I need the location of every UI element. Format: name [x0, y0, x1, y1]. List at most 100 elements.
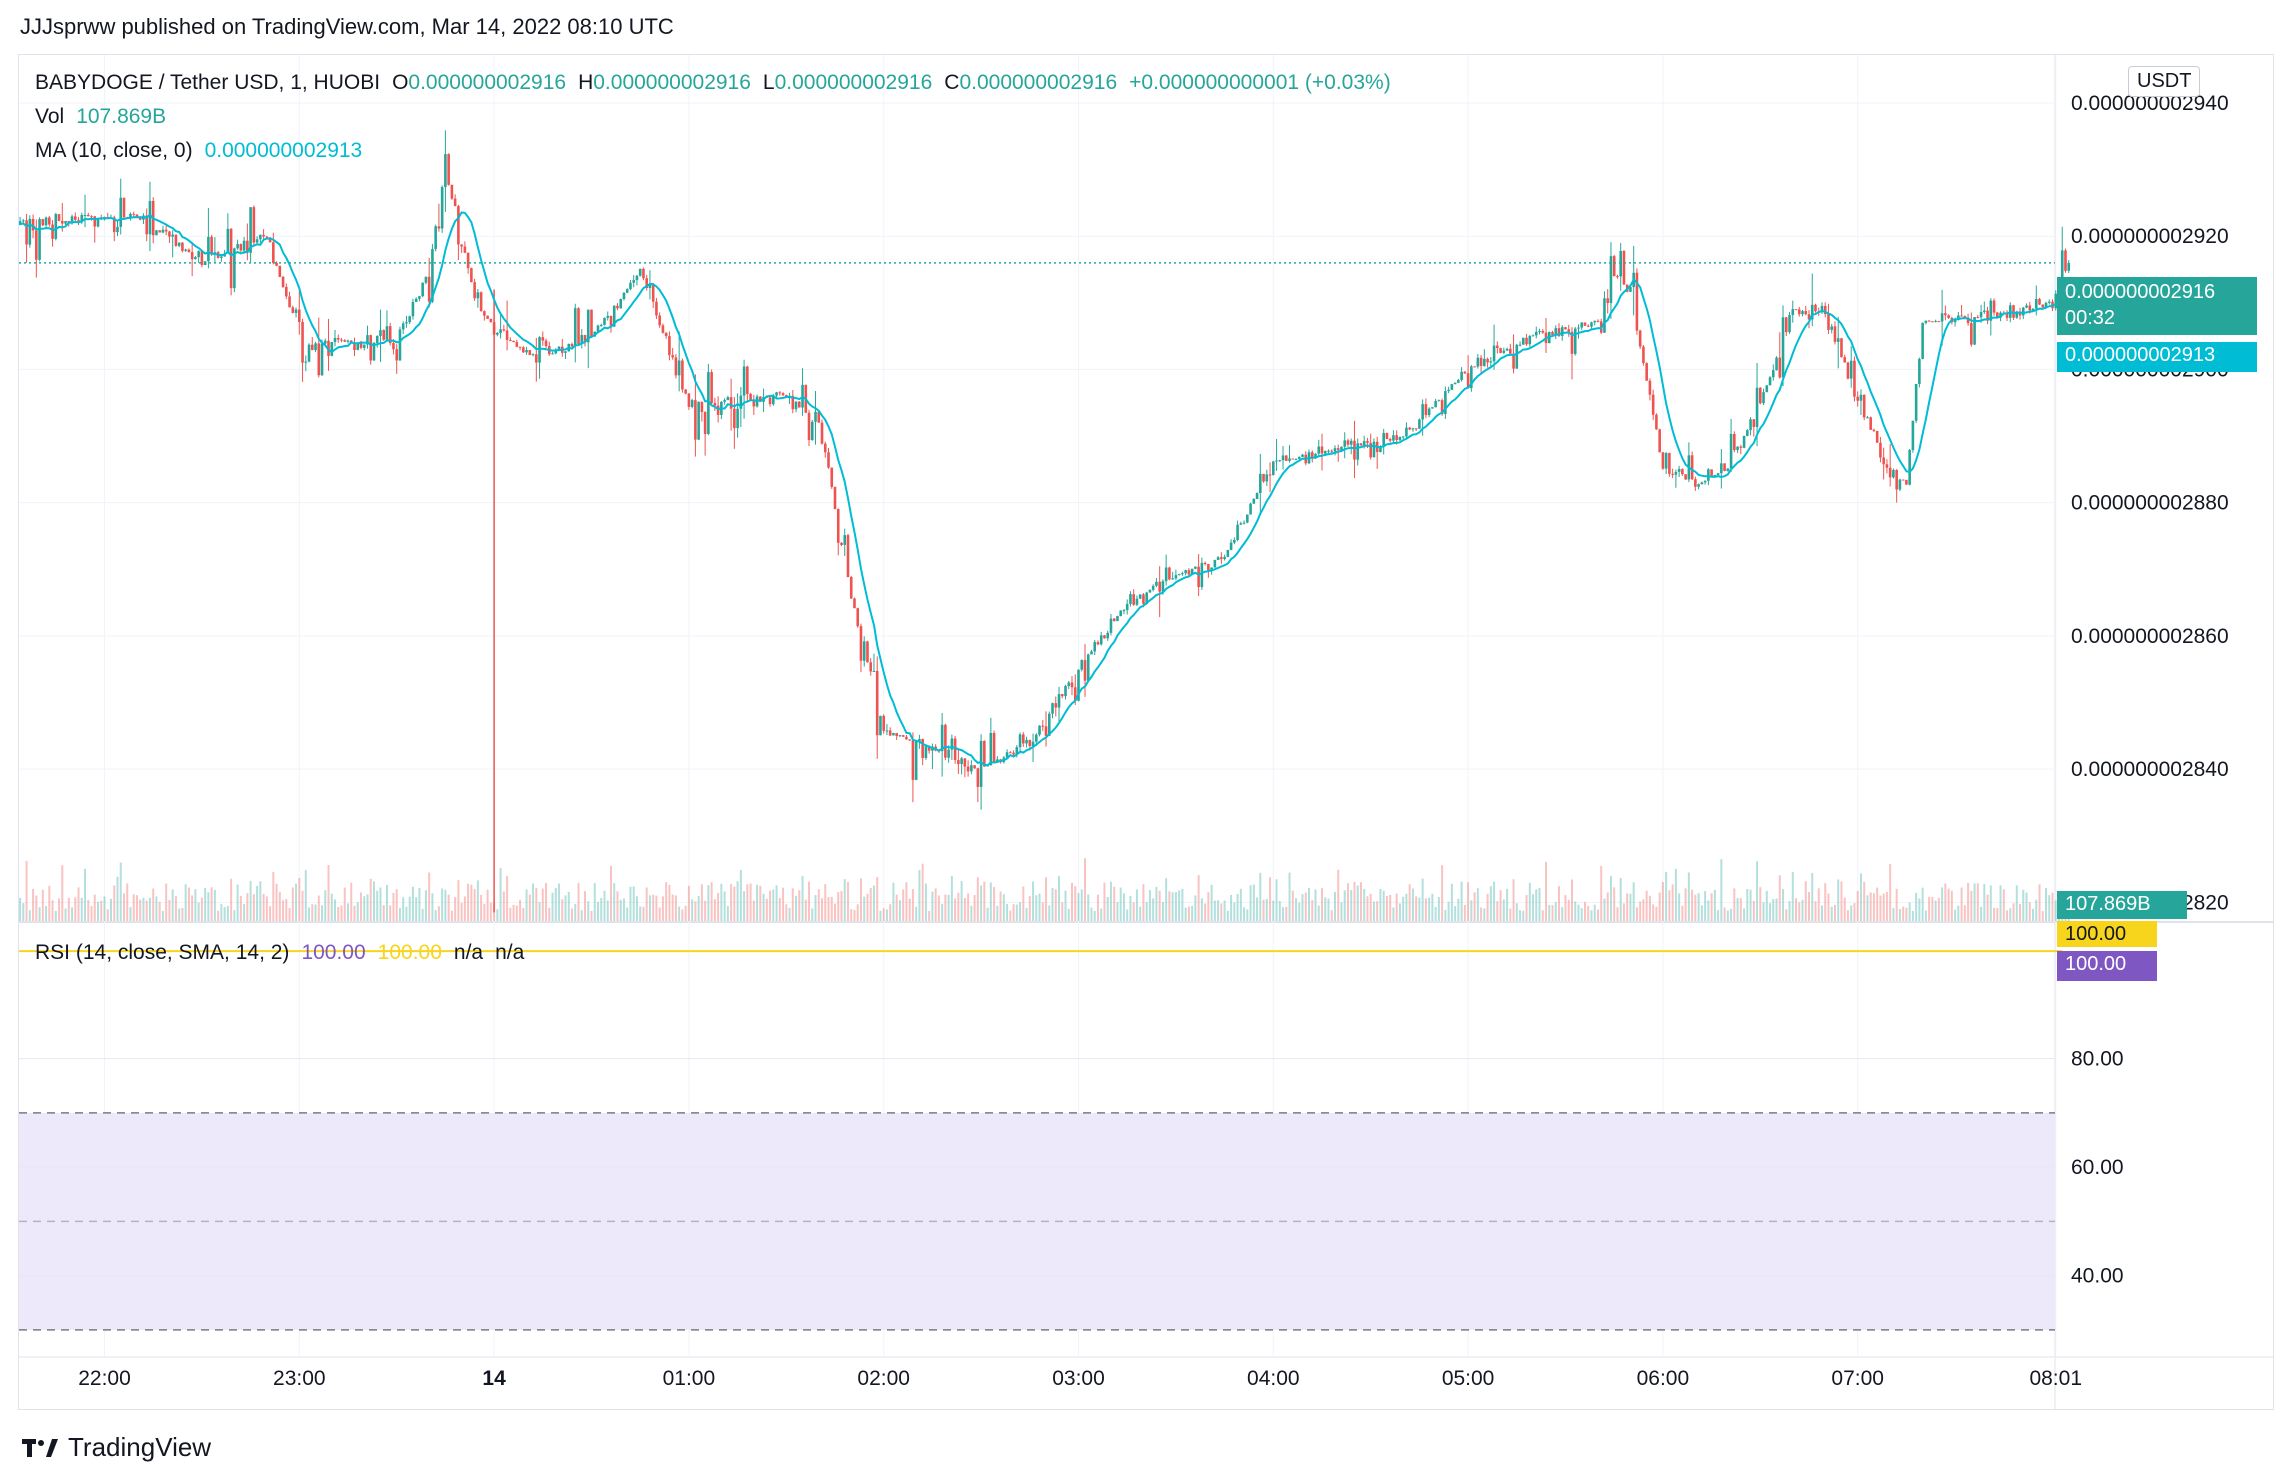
candle-body — [1869, 417, 1872, 430]
candle-body — [1707, 469, 1710, 481]
candle-body — [2021, 307, 2025, 316]
rsi-tag: 100.00 — [2057, 951, 2157, 981]
volume-bar — [1493, 881, 1496, 921]
volume-bar — [782, 887, 785, 921]
volume-bar — [1463, 904, 1466, 921]
volume-bar — [61, 865, 64, 921]
candle-body — [1132, 594, 1135, 605]
candle-body — [1411, 428, 1415, 430]
brand-name: TradingView — [68, 1432, 212, 1462]
volume-bar — [1639, 901, 1642, 921]
candle-body — [2041, 304, 2045, 308]
candle-body — [2025, 305, 2028, 308]
volume-bar — [1804, 881, 1807, 921]
volume-bar — [473, 889, 476, 921]
volume-bar — [1483, 908, 1486, 921]
candle-body — [713, 402, 717, 406]
volume-bar — [1691, 889, 1694, 921]
candle-body — [1996, 312, 1999, 318]
volume-bar — [1739, 898, 1742, 921]
volume-bar — [1340, 902, 1343, 921]
candle-body — [1168, 567, 1171, 580]
volume-bar — [1687, 872, 1690, 921]
volume-bar — [80, 897, 83, 921]
candle-body — [168, 231, 171, 237]
volume-bar — [233, 910, 236, 921]
volume-bar — [1418, 897, 1421, 921]
volume-bar — [2012, 903, 2015, 921]
candle-body — [1499, 347, 1502, 353]
volume-bar — [1262, 899, 1265, 921]
candle-body — [538, 337, 541, 363]
candle-body — [603, 317, 606, 325]
candle-body — [1148, 589, 1152, 593]
candle-body — [785, 395, 788, 397]
volume-bar — [476, 880, 479, 921]
candle-body — [174, 234, 178, 246]
candle-body — [1853, 360, 1856, 397]
candle-body — [590, 309, 593, 337]
volume-bar — [1564, 894, 1567, 921]
volume-bar — [1574, 901, 1577, 921]
volume-bar — [1275, 879, 1278, 921]
volume-bar — [580, 910, 583, 921]
volume-bar — [1012, 904, 1015, 921]
volume-bar — [1398, 903, 1401, 921]
candle-body — [895, 733, 898, 737]
candle-body — [1979, 312, 1983, 318]
candle-body — [1323, 450, 1327, 454]
volume-bar — [1437, 897, 1440, 921]
time-tick-label: 22:00 — [78, 1367, 131, 1390]
volume-bar — [671, 894, 674, 921]
volume-bar — [90, 905, 93, 921]
volume-bar — [1931, 896, 1934, 921]
volume-bar — [304, 870, 307, 921]
chart-canvas[interactable]: 22:00 23:00 14 01:00 02:00 03:00 04:00 05:00 06:… — [19, 55, 2273, 1409]
candle-body — [927, 746, 931, 751]
volume-bar — [571, 908, 574, 921]
volume-bar — [93, 894, 96, 921]
volume-bar — [191, 895, 194, 921]
volume-bar — [934, 888, 937, 921]
volume-bar — [1333, 891, 1336, 921]
time-tick-label: 01:00 — [663, 1367, 716, 1390]
volume-bar — [2038, 884, 2041, 921]
candle-body — [1564, 327, 1567, 330]
price-tick-label: 0.000000002860 — [2071, 625, 2229, 648]
candle-body — [1233, 539, 1236, 543]
volume-bar — [2028, 902, 2031, 921]
candle-body — [1642, 346, 1645, 364]
volume-bar — [1330, 910, 1333, 921]
candle-body — [1820, 305, 1824, 312]
volume-bar — [1282, 907, 1285, 921]
candle-body — [1840, 338, 1843, 358]
volume-bar — [752, 900, 755, 921]
volume-bar — [415, 897, 418, 921]
price-tick-label: 0.000000002940 — [2071, 92, 2229, 115]
chart-frame[interactable]: 22:00 23:00 14 01:00 02:00 03:00 04:00 05:00 06:… — [18, 54, 2274, 1410]
candle-body — [177, 242, 181, 246]
candle-body — [1509, 348, 1512, 354]
candle-body — [1729, 433, 1733, 469]
candle-body — [1661, 452, 1665, 469]
volume-bar — [1343, 890, 1346, 921]
candle-body — [28, 218, 32, 245]
volume-bar — [1840, 881, 1843, 921]
currency-button[interactable]: USDT — [2128, 66, 2201, 97]
candle-body — [1213, 559, 1217, 568]
volume-bar — [1609, 875, 1612, 921]
volume-bar — [408, 896, 411, 921]
volume-bar — [450, 910, 453, 921]
candle-body — [707, 372, 710, 434]
candle-body — [1453, 382, 1457, 385]
volume-bar — [1096, 894, 1099, 921]
time-tick-label: 06:00 — [1637, 1367, 1690, 1390]
candle-body — [401, 323, 405, 330]
candle-body — [440, 187, 444, 229]
candle-body — [1960, 315, 1963, 317]
candle-body — [1567, 329, 1571, 332]
volume-bar — [1486, 893, 1489, 921]
candle-body — [1593, 320, 1597, 323]
volume-bar — [165, 883, 168, 921]
volume-bar — [58, 898, 61, 921]
